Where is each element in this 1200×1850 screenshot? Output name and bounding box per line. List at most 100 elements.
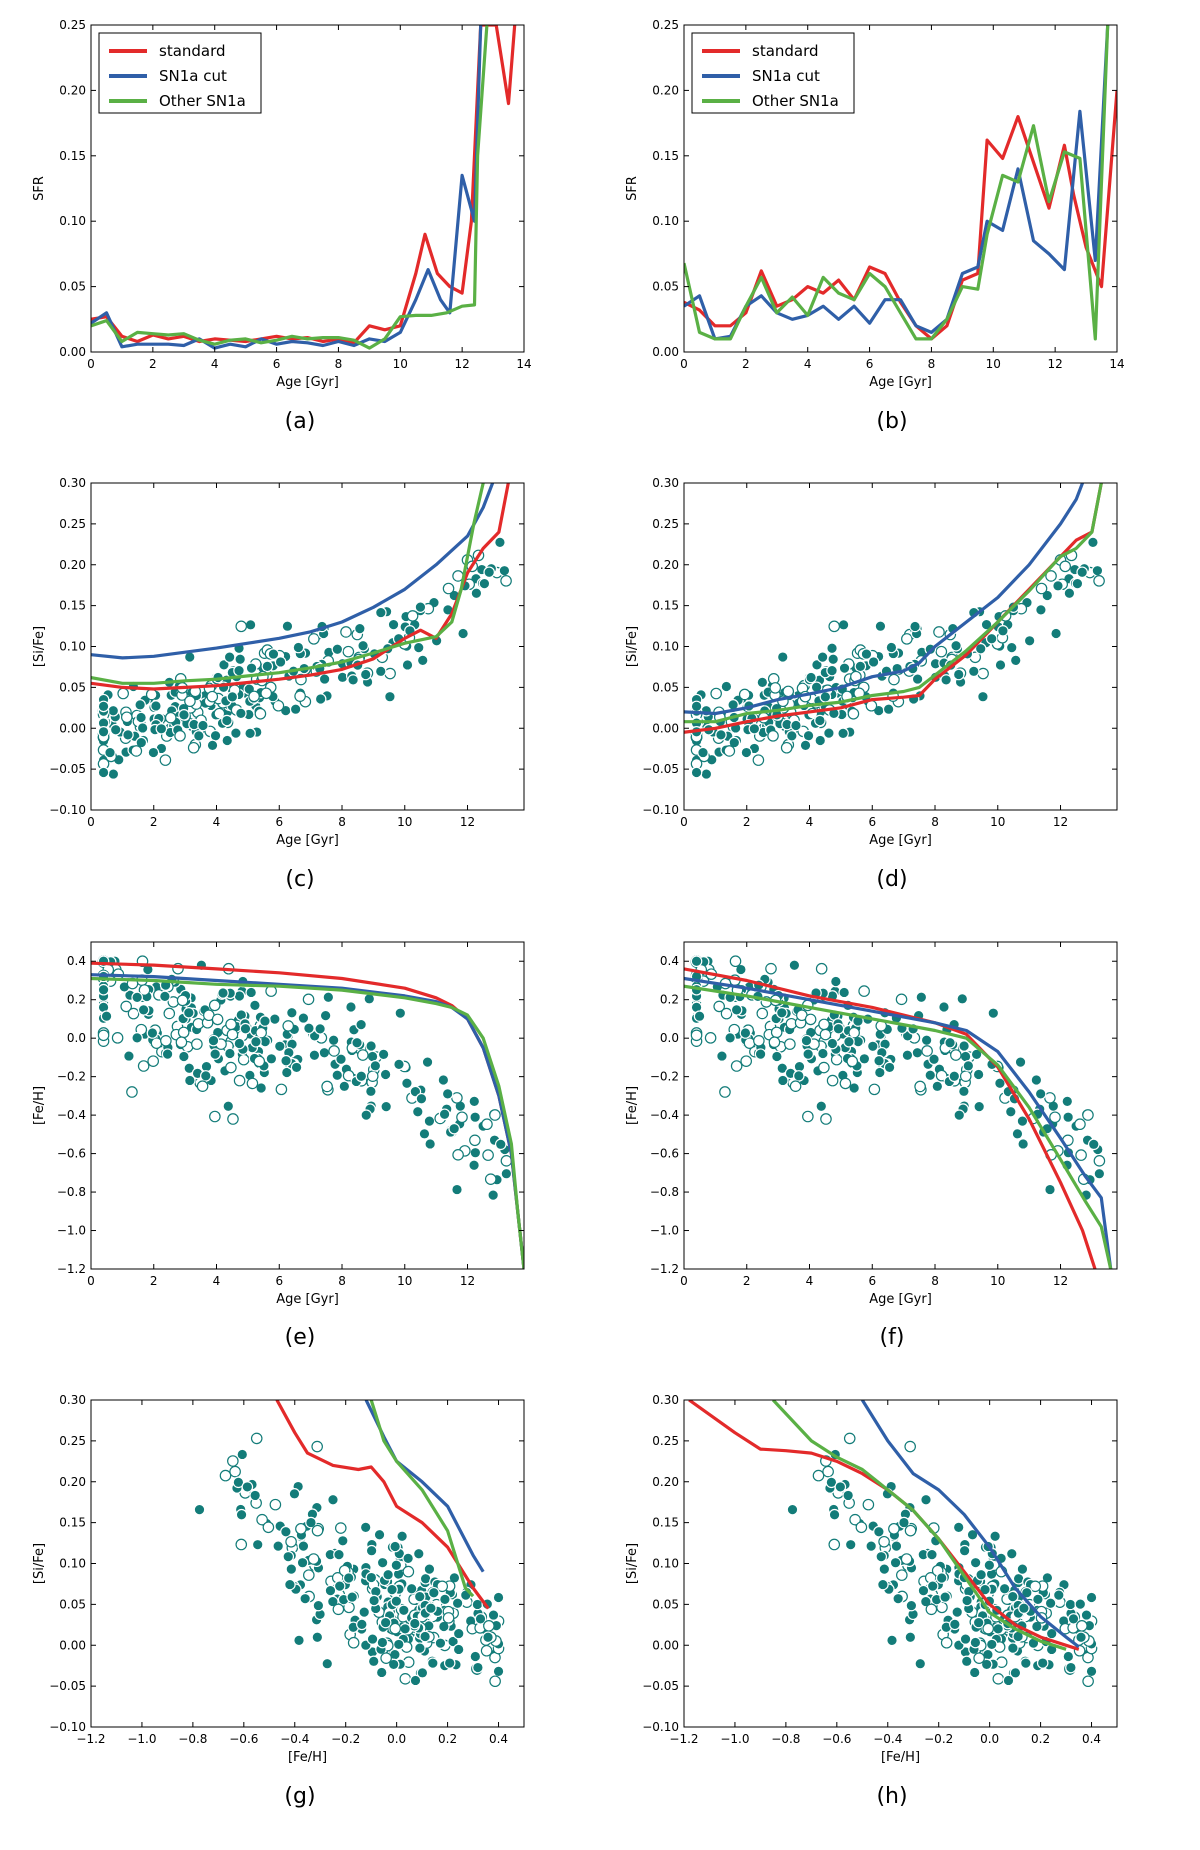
y-tick-label: 0.10 [652,214,679,228]
star-point [292,641,305,654]
star-point [819,1028,832,1041]
star-point [482,1149,494,1161]
star-point [985,1638,998,1651]
star-point [428,1586,440,1599]
star-point [693,1010,706,1022]
y-tick-label: 0.00 [652,1638,679,1652]
star-point [452,1627,465,1640]
x-tick-label: 14 [516,357,531,371]
y-tick-label: 0.00 [652,345,679,359]
star-point [1020,1657,1032,1669]
star-point [935,1069,948,1082]
star-point [368,1594,380,1607]
y-tick-label: 0.00 [59,721,86,735]
x-tick-label: −0.2 [924,1732,953,1746]
star-point [911,1046,924,1059]
series-line-sn1a-cut [364,1400,485,1573]
star-point [985,632,998,645]
star-point [225,1018,237,1031]
star-point [267,648,280,660]
sample-stars [97,536,512,780]
star-point [944,1036,956,1049]
series-line-other-sn1a [684,483,1103,724]
star-point [802,729,815,742]
star-point [107,704,120,717]
star-point [931,1080,944,1093]
x-tick-label: 10 [397,815,412,829]
star-point [360,1109,373,1121]
star-point [832,1022,845,1035]
x-tick-label: 0 [87,1274,95,1288]
star-point [958,1085,970,1098]
star-point [379,1616,392,1629]
legend: standard SN1a cut Other SN1a [98,32,262,114]
star-point [690,955,703,968]
x-tick-label: 0 [87,815,95,829]
panel-label: (c) [285,867,314,892]
star-point [357,1049,369,1061]
star-point [1093,575,1105,587]
star-point [175,1036,188,1048]
star-point [972,1616,985,1629]
star-point [184,695,196,708]
star-point [952,668,965,681]
star-point [413,1590,426,1603]
star-point [1074,1598,1087,1610]
star-point [97,766,110,779]
sample-stars [97,955,513,1201]
star-point [327,1034,340,1047]
star-point [820,1113,832,1125]
x-tick-label: 14 [1109,357,1124,371]
star-point [1085,1591,1098,1604]
star-point [777,1074,789,1087]
star-point [814,714,826,727]
star-point [1093,1155,1106,1167]
star-point [318,1046,331,1059]
star-point [994,659,1007,671]
star-point [1075,1631,1087,1644]
star-point [319,1009,332,1022]
star-point [875,1550,888,1563]
star-point [318,673,331,685]
star-point [849,1513,861,1526]
star-point [418,1128,431,1140]
y-tick-label: 0.20 [652,83,679,97]
star-point [740,746,753,759]
star-point [248,690,260,703]
series-line-sn1a-cut [684,976,1113,1269]
x-tick-label: 0 [680,1274,688,1288]
star-point [483,1620,495,1632]
star-point [178,709,190,721]
series-line-sn1a-cut [684,25,1110,341]
star-point [914,1657,927,1670]
y-tick-label: −0.6 [650,1147,679,1161]
star-point [951,1606,964,1618]
star-point [183,1062,196,1075]
star-point [786,730,798,742]
star-point [838,662,851,674]
star-point [827,653,839,666]
star-point [924,1069,937,1082]
star-point [394,1007,407,1019]
star-point [123,1050,135,1062]
star-point [730,1060,743,1072]
star-point [1023,634,1036,647]
star-point [977,690,989,703]
star-point [303,1569,315,1581]
star-point [401,659,414,671]
star-point [136,722,149,734]
star-point [412,1547,425,1560]
star-point [1031,1620,1043,1633]
star-point [846,1055,859,1068]
x-tick-label: 6 [868,815,876,829]
star-point [823,727,835,739]
legend-entry-label: Other SN1a [752,92,839,110]
star-point [487,1609,500,1621]
star-point [229,1465,241,1478]
series-line-standard [684,483,1103,734]
star-point [1076,566,1088,579]
star-point [834,1481,847,1493]
y-tick-label: 0.20 [59,558,86,572]
x-tick-label: −0.2 [331,1732,360,1746]
x-tick-label: 12 [1053,815,1068,829]
